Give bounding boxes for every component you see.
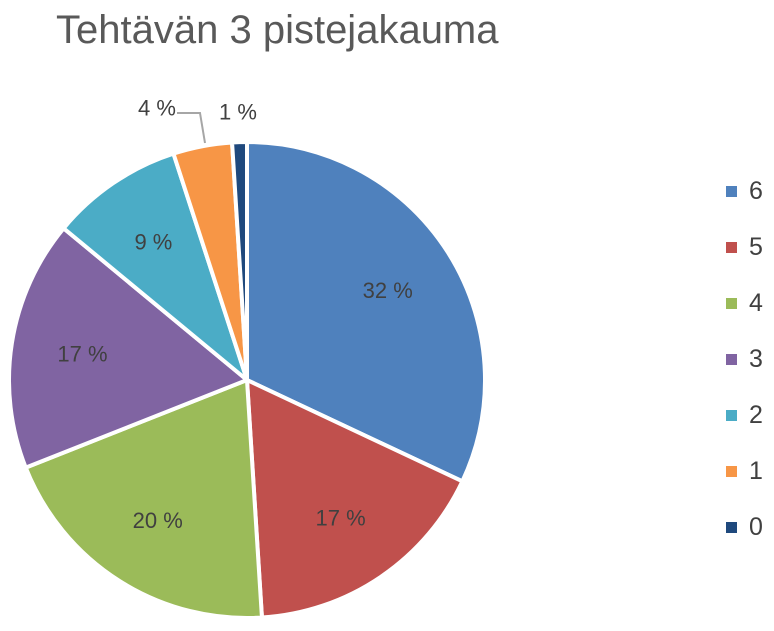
legend-item-3: 3: [726, 344, 763, 374]
pie-slice-3: [7, 226, 249, 470]
pie-slice-5: [245, 378, 465, 620]
legend-item-6: 6: [726, 176, 763, 206]
data-label-0: 1 %: [219, 100, 257, 125]
legend-label-2: 2: [749, 400, 763, 429]
legend-swatch-4: [726, 297, 737, 309]
data-label-6: 32 %: [363, 278, 413, 303]
data-label-2: 9 %: [134, 230, 172, 255]
legend-item-4: 4: [726, 288, 763, 318]
legend-item-0: 0: [726, 512, 763, 542]
data-label-4: 20 %: [133, 508, 183, 533]
pie-slice-4: [23, 378, 264, 620]
pie-slice-2: [61, 151, 249, 382]
legend-item-1: 1: [726, 456, 763, 486]
legend-label-6: 6: [749, 176, 763, 205]
leader-line-1: [177, 112, 206, 144]
legend-item-5: 5: [726, 232, 763, 262]
pie-slice-0: [230, 140, 249, 382]
legend-swatch-0: [726, 521, 737, 533]
pie-slice-6: [245, 140, 487, 484]
chart-title: Tehtävän 3 pistejakauma: [56, 8, 499, 52]
data-label-3: 17 %: [57, 341, 107, 366]
legend-label-4: 4: [749, 288, 763, 317]
legend-swatch-3: [726, 353, 737, 365]
legend-label-3: 3: [749, 344, 763, 373]
data-label-1: 4 %: [138, 96, 176, 121]
legend-swatch-1: [726, 465, 737, 477]
legend-label-1: 1: [749, 456, 763, 485]
legend-item-2: 2: [726, 400, 763, 430]
legend-label-5: 5: [749, 232, 763, 261]
legend-label-0: 0: [749, 512, 763, 541]
legend-swatch-6: [726, 185, 737, 197]
legend-swatch-5: [726, 241, 737, 253]
data-label-5: 17 %: [316, 505, 366, 530]
legend-swatch-2: [726, 409, 737, 421]
